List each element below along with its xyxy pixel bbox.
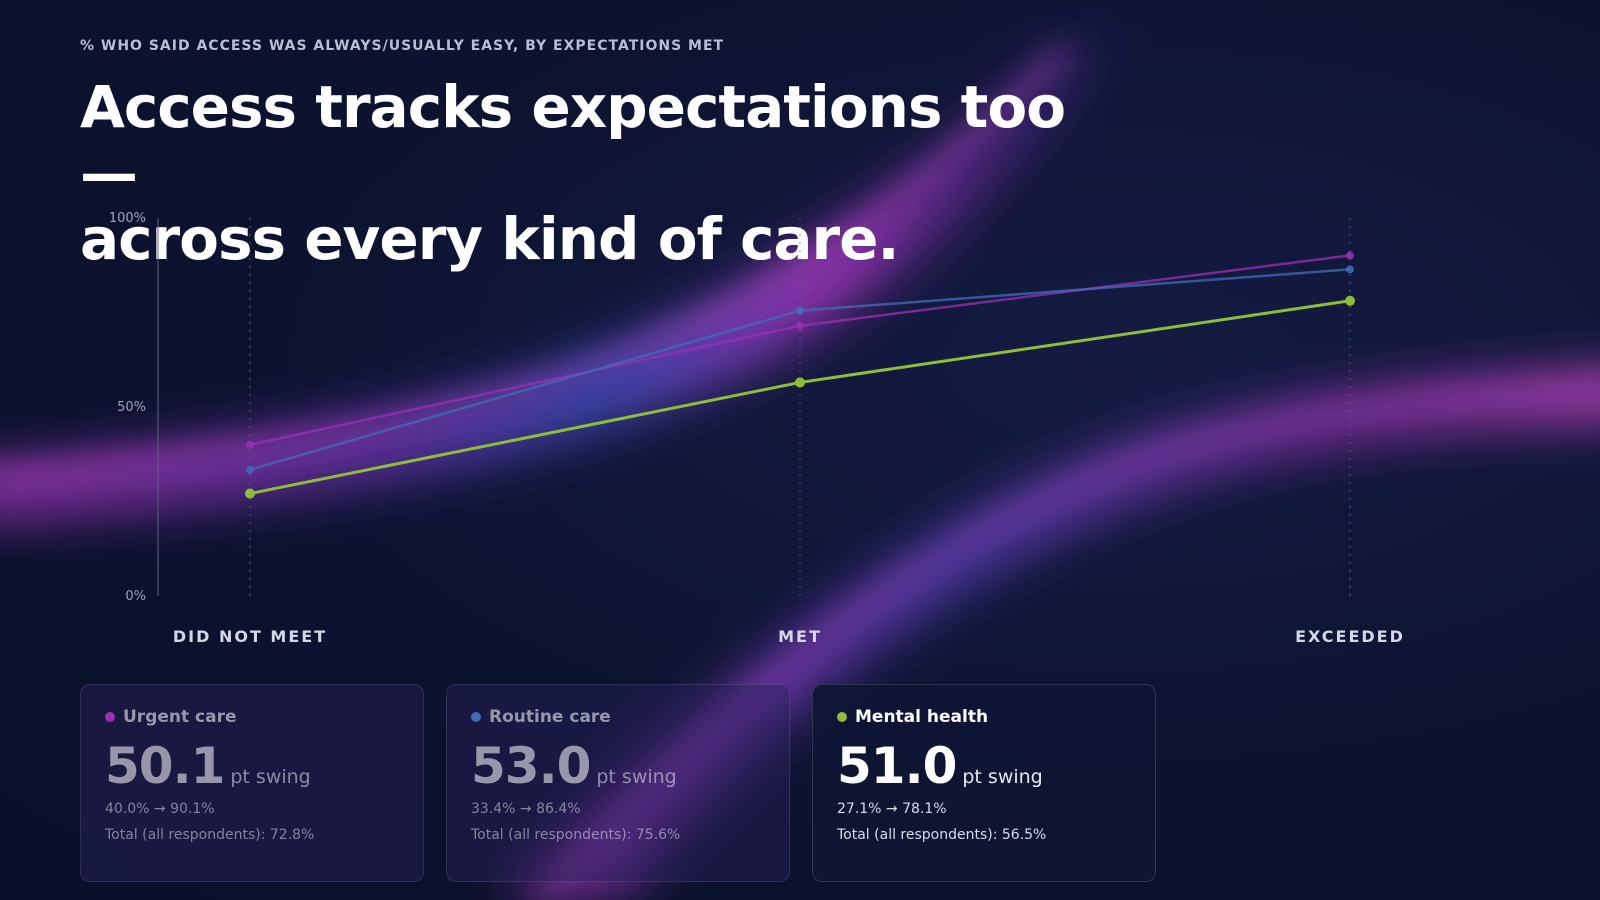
data-point xyxy=(796,321,804,330)
legend-dot xyxy=(837,712,847,722)
data-point xyxy=(246,465,254,474)
legend-dot xyxy=(105,712,115,722)
card-header: Mental health xyxy=(837,707,1131,727)
chart-subtitle: % WHO SAID ACCESS WAS ALWAYS/USUALLY EAS… xyxy=(80,38,725,54)
card-main: 50.1 pt swing xyxy=(105,737,399,795)
data-point xyxy=(246,440,254,449)
card-swing-unit: pt swing xyxy=(962,766,1043,788)
y-tick-label: 0% xyxy=(125,589,146,604)
series-card-routine-care[interactable]: Routine care 53.0 pt swing 33.4% → 86.4%… xyxy=(446,684,790,882)
card-swing-value: 51.0 xyxy=(837,737,957,795)
card-swing-value: 53.0 xyxy=(471,737,591,795)
data-point xyxy=(1346,251,1354,260)
card-label: Mental health xyxy=(855,707,989,727)
data-point xyxy=(796,306,804,315)
card-label: Routine care xyxy=(489,707,611,727)
data-point xyxy=(1346,265,1354,274)
card-range: 27.1% → 78.1% xyxy=(837,801,947,817)
series-card-urgent-care[interactable]: Urgent care 50.1 pt swing 40.0% → 90.1% … xyxy=(80,684,424,882)
data-point xyxy=(1345,295,1355,306)
x-tick-label: DID NOT MEET xyxy=(173,627,327,646)
card-total: Total (all respondents): 75.6% xyxy=(471,827,681,843)
chart-title-line-2: across every kind of care. xyxy=(80,205,900,273)
data-point xyxy=(245,488,255,499)
card-total: Total (all respondents): 72.8% xyxy=(105,827,315,843)
data-point xyxy=(795,377,805,388)
card-range: 40.0% → 90.1% xyxy=(105,801,215,817)
card-header: Routine care xyxy=(471,707,765,727)
series-cards: Urgent care 50.1 pt swing 40.0% → 90.1% … xyxy=(80,684,1156,882)
card-total: Total (all respondents): 56.5% xyxy=(837,827,1047,843)
card-swing-unit: pt swing xyxy=(230,766,311,788)
legend-dot xyxy=(471,712,481,722)
chart-title: Access tracks expectations too — across … xyxy=(80,74,1080,272)
card-main: 53.0 pt swing xyxy=(471,737,765,795)
card-swing-unit: pt swing xyxy=(596,766,677,788)
x-tick-label: EXCEEDED xyxy=(1295,627,1405,646)
card-swing-value: 50.1 xyxy=(105,737,225,795)
chart-title-line-1: Access tracks expectations too — xyxy=(80,73,1066,207)
card-header: Urgent care xyxy=(105,707,399,727)
series-card-mental-health[interactable]: Mental health 51.0 pt swing 27.1% → 78.1… xyxy=(812,684,1156,882)
y-tick-label: 50% xyxy=(117,400,146,415)
x-tick-label: MET xyxy=(778,627,822,646)
card-main: 51.0 pt swing xyxy=(837,737,1131,795)
card-label: Urgent care xyxy=(123,707,237,727)
card-range: 33.4% → 86.4% xyxy=(471,801,581,817)
y-tick-label: 100% xyxy=(109,211,146,226)
